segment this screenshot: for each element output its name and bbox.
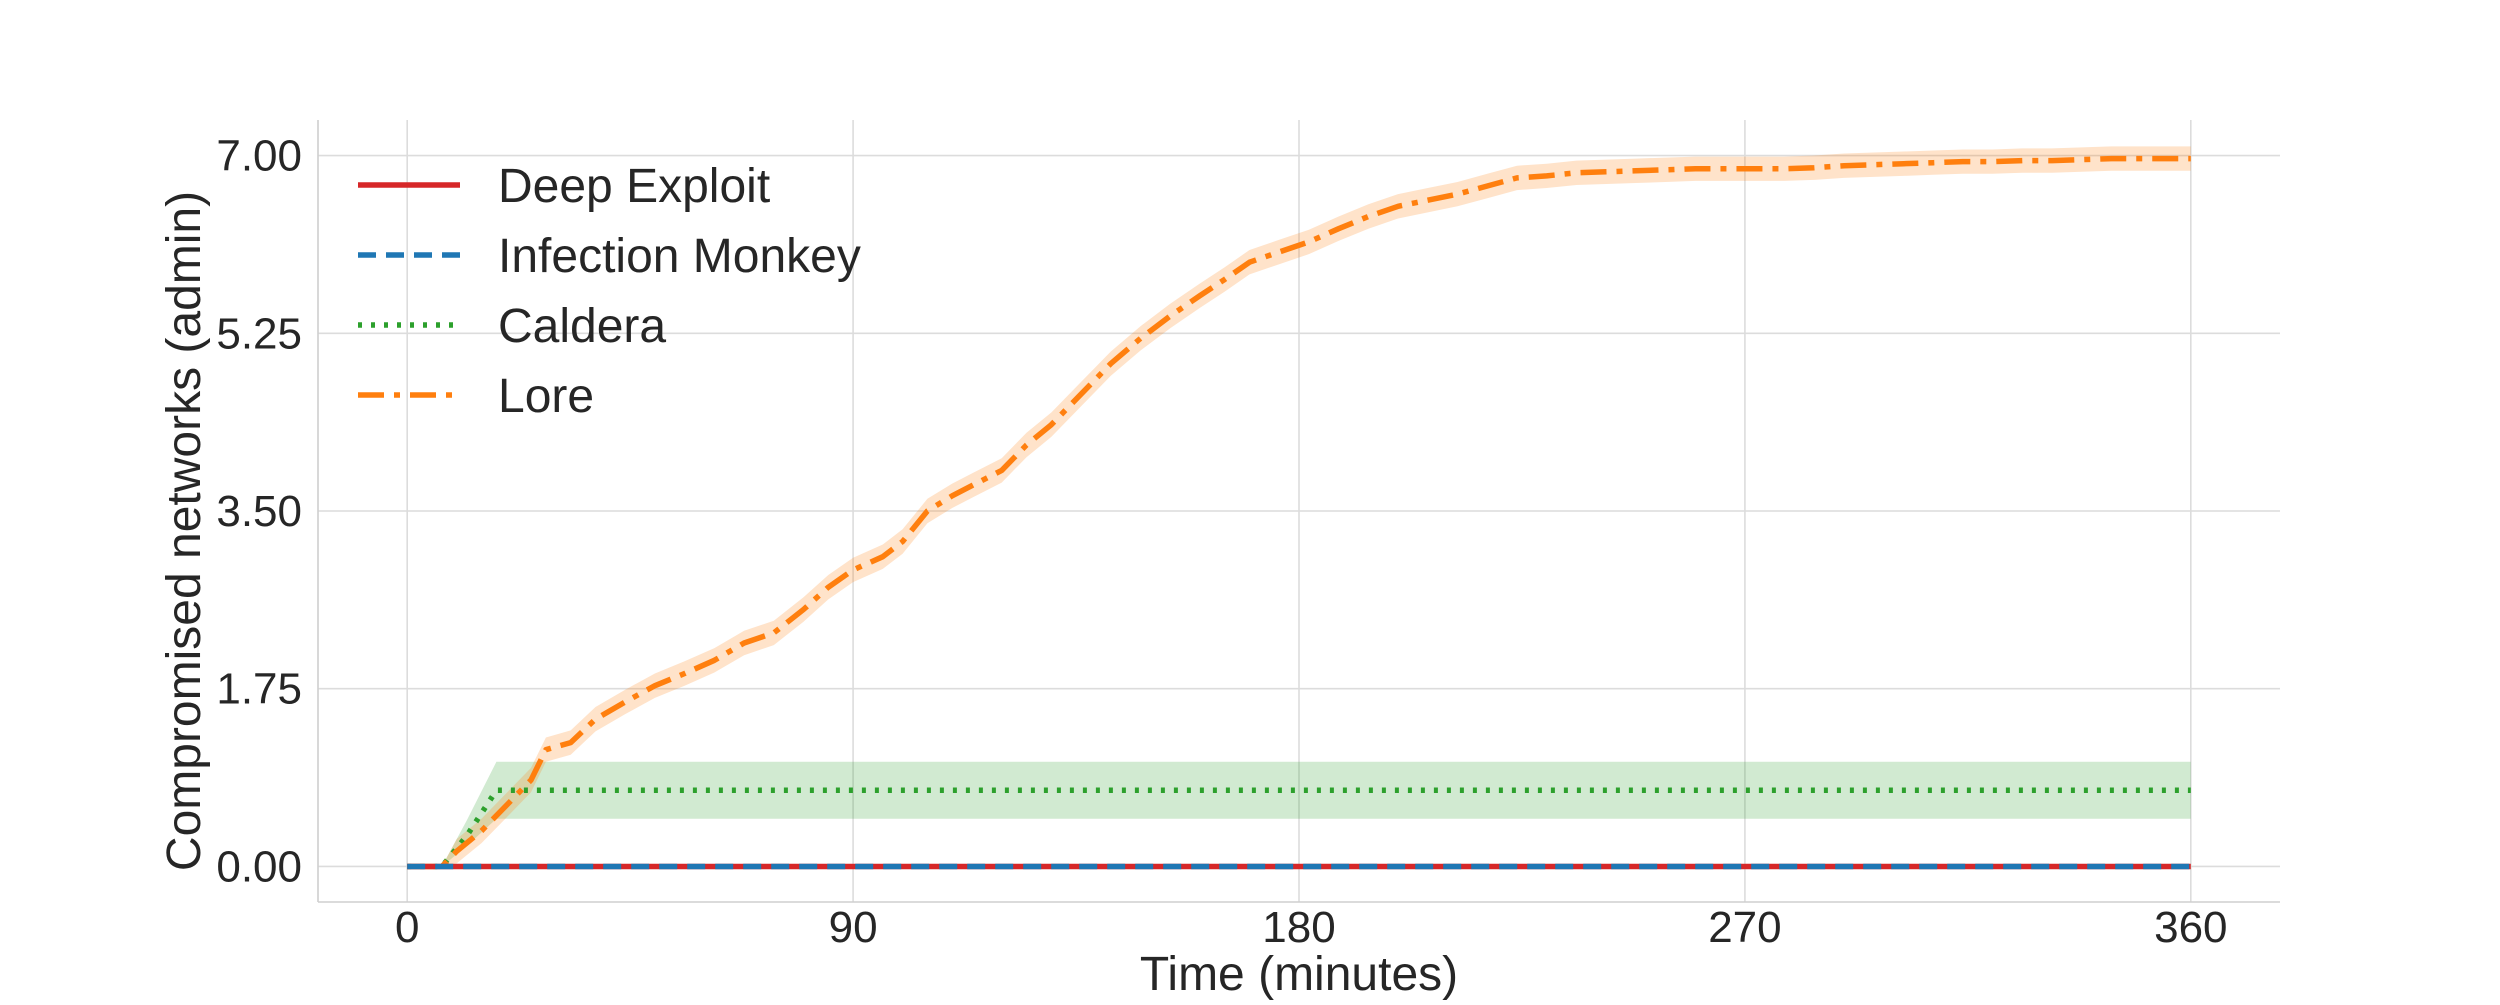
x-tick-label: 0 <box>395 903 419 952</box>
x-axis-label: Time (minutes) <box>1140 948 1458 1000</box>
band-caldera <box>407 761 2191 867</box>
x-tick-label: 270 <box>1708 903 1781 952</box>
legend-label: Infection Monkey <box>498 230 861 283</box>
series-lines <box>407 155 2191 870</box>
axes <box>317 120 2280 903</box>
legend-item-infection-monkey: Infection Monkey <box>358 230 861 283</box>
legend-label: Lore <box>498 370 594 423</box>
y-tick-label: 0.00 <box>216 842 302 891</box>
legend-label: Deep Exploit <box>498 160 770 213</box>
tick-labels: 0 90 180 270 360 0.00 1.75 3.50 5.25 7.00 <box>216 132 2227 952</box>
y-tick-label: 3.50 <box>216 487 302 536</box>
series-line-lore <box>407 155 2191 870</box>
legend: Deep Exploit Infection Monkey Caldera Lore <box>358 160 861 423</box>
y-tick-label: 5.25 <box>216 309 302 358</box>
confidence-bands <box>407 146 2191 867</box>
y-tick-label: 7.00 <box>216 132 302 181</box>
x-tick-label: 360 <box>2154 903 2227 952</box>
y-tick-label: 1.75 <box>216 665 302 714</box>
legend-item-caldera: Caldera <box>358 300 666 353</box>
y-axis-label: Compromised networks (admin) <box>158 191 211 871</box>
legend-item-lore: Lore <box>358 370 594 423</box>
x-tick-label: 180 <box>1262 903 1335 952</box>
legend-label: Caldera <box>498 300 666 353</box>
x-tick-label: 90 <box>829 903 878 952</box>
legend-item-deep-exploit: Deep Exploit <box>358 160 770 213</box>
